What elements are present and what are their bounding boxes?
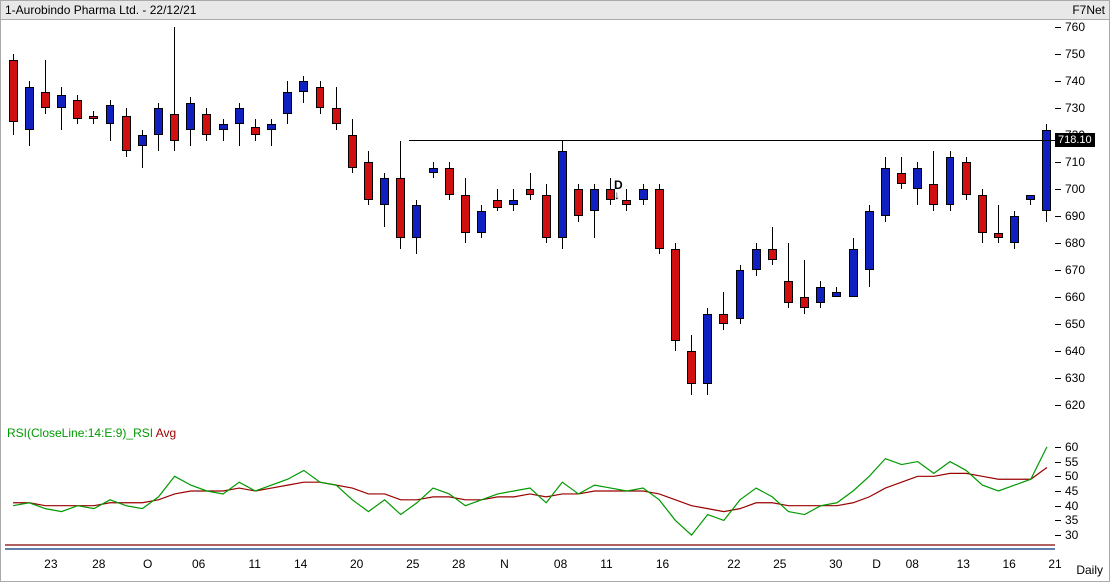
separator <box>5 544 1055 550</box>
xtick-label: 30 <box>829 557 842 571</box>
rsi-ytick-label: 40 <box>1065 499 1078 513</box>
rsi-svg <box>5 441 1055 541</box>
xtick-label: 11 <box>249 557 261 571</box>
xtick-label: 13 <box>957 557 970 571</box>
ytick-label: 650 <box>1065 317 1085 331</box>
xtick-label: 28 <box>452 557 465 571</box>
ytick-label: 740 <box>1065 74 1085 88</box>
rsi-label: RSI(CloseLine:14:E:9)_RSI <box>7 426 153 440</box>
xtick-label: 25 <box>406 557 419 571</box>
xtick-label: 08 <box>554 557 567 571</box>
rsi-ytick-label: 55 <box>1065 455 1078 469</box>
price-flag: 718.10 <box>1055 133 1095 147</box>
xtick-label: N <box>500 557 509 571</box>
xtick-label: 25 <box>773 557 786 571</box>
ytick-label: 690 <box>1065 209 1085 223</box>
rsi-title: RSI(CloseLine:14:E:9)_RSI Avg <box>7 426 176 440</box>
ytick-label: 670 <box>1065 263 1085 277</box>
xtick-label: 28 <box>92 557 105 571</box>
ytick-label: 760 <box>1065 20 1085 34</box>
resistance-line <box>409 140 1055 141</box>
xtick-label: 06 <box>192 557 205 571</box>
ytick-label: 680 <box>1065 236 1085 250</box>
rsi-line <box>13 447 1047 535</box>
rsi-ytick-label: 50 <box>1065 469 1078 483</box>
annotation-arrow-icon: ↓ <box>614 188 620 202</box>
ytick-label: 750 <box>1065 47 1085 61</box>
rsi-avg-line <box>13 467 1047 511</box>
xtick-label: 23 <box>44 557 57 571</box>
rsi-avg-label: Avg <box>156 426 176 440</box>
ytick-label: 620 <box>1065 398 1085 412</box>
xtick-label: 16 <box>1002 557 1015 571</box>
xtick-label: 14 <box>294 557 307 571</box>
ytick-label: 660 <box>1065 290 1085 304</box>
rsi-ytick-label: 60 <box>1065 440 1078 454</box>
xtick-label: D <box>872 557 881 571</box>
xtick-label: 16 <box>656 557 669 571</box>
xtick-label: 11 <box>600 557 612 571</box>
ytick-label: 640 <box>1065 344 1085 358</box>
ytick-label: 710 <box>1065 155 1085 169</box>
ytick-label: 730 <box>1065 101 1085 115</box>
xtick-label: 20 <box>350 557 363 571</box>
title-left: 1-Aurobindo Pharma Ltd. - 22/12/21 <box>5 3 196 17</box>
xaxis: 2328O061114202528N081116222530D08131621 <box>5 553 1055 577</box>
chart-container: 1-Aurobindo Pharma Ltd. - 22/12/21 F7Net… <box>0 0 1110 582</box>
ytick-label: 700 <box>1065 182 1085 196</box>
price-yaxis: 6206306406506606706806907007107207307407… <box>1057 19 1107 419</box>
timeframe-label: Daily <box>1076 563 1103 577</box>
xtick-label: O <box>143 557 152 571</box>
title-right: F7Net <box>1072 1 1105 19</box>
rsi-ytick-label: 35 <box>1065 513 1078 527</box>
title-bar: 1-Aurobindo Pharma Ltd. - 22/12/21 F7Net <box>1 1 1109 20</box>
rsi-ytick-label: 45 <box>1065 484 1078 498</box>
ytick-label: 630 <box>1065 371 1085 385</box>
rsi-ytick-label: 30 <box>1065 528 1078 542</box>
rsi-yaxis: 30354045505560 <box>1057 441 1107 541</box>
xtick-label: 21 <box>1048 557 1061 571</box>
xtick-label: 08 <box>906 557 919 571</box>
rsi-pane[interactable] <box>5 441 1055 541</box>
price-pane[interactable]: D↓ <box>5 19 1055 419</box>
xtick-label: 22 <box>727 557 740 571</box>
